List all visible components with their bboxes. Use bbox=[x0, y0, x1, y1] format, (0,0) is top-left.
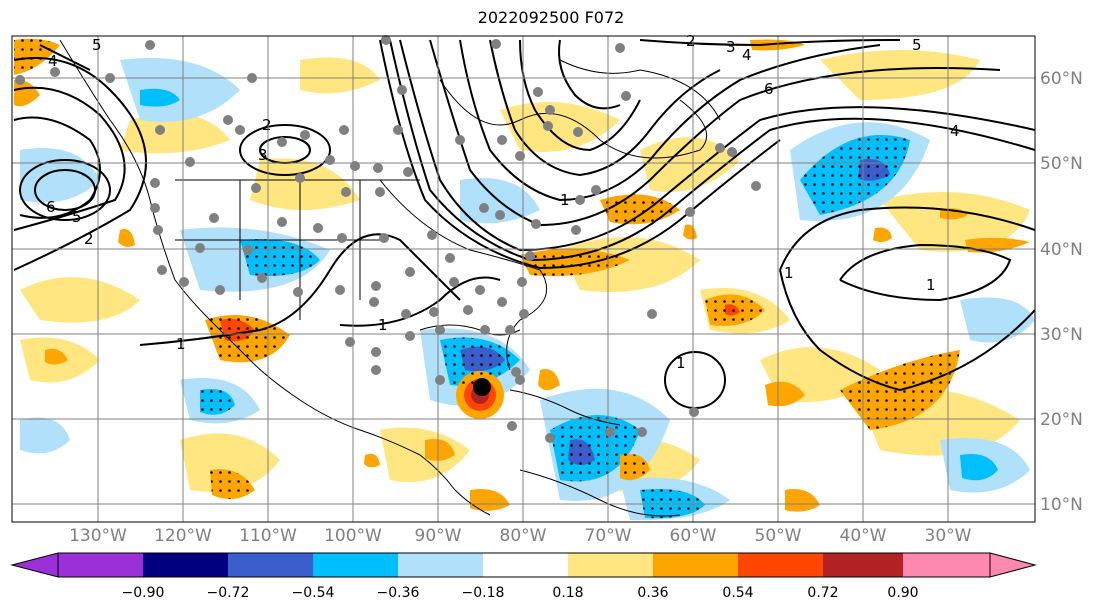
colorbar-tick-label: −0.90 bbox=[122, 585, 165, 601]
lat-label: 20°N bbox=[1040, 410, 1083, 430]
lon-label: 30°W bbox=[925, 526, 972, 546]
contour-label: 5 bbox=[912, 36, 922, 54]
lon-label: 110°W bbox=[239, 526, 297, 546]
lon-label: 50°W bbox=[755, 526, 802, 546]
colorbar-tick-label: 0.18 bbox=[552, 585, 583, 601]
colorbar-tick-label: 0.54 bbox=[722, 585, 753, 601]
colorbar-tick-label: −0.72 bbox=[207, 585, 250, 601]
map-border bbox=[11, 35, 1036, 523]
contour-label: 1 bbox=[784, 264, 794, 282]
contour-label: 6 bbox=[764, 80, 774, 98]
colorbar-tick-label: −0.36 bbox=[377, 585, 420, 601]
map-title: 2022092500 F072 bbox=[477, 8, 625, 27]
anomaly-shading bbox=[14, 38, 1035, 521]
contour-label: 5 bbox=[72, 208, 82, 226]
colorbar-tick-label: 0.36 bbox=[637, 585, 668, 601]
contour-label: 1 bbox=[926, 276, 936, 294]
lat-label: 30°N bbox=[1040, 325, 1083, 345]
contour-label: 1 bbox=[176, 335, 186, 353]
colorbar-tick-label: 0.72 bbox=[807, 585, 838, 601]
contour-label: 4 bbox=[742, 46, 752, 64]
contour-label: 2 bbox=[84, 230, 94, 248]
lat-label: 50°N bbox=[1040, 154, 1083, 174]
contour-label: 4 bbox=[950, 122, 960, 140]
lon-label: 120°W bbox=[154, 526, 212, 546]
height-contours bbox=[13, 39, 1035, 409]
gridlines bbox=[12, 36, 1035, 522]
contour-label: 5 bbox=[92, 36, 102, 54]
contour-label: 2 bbox=[686, 32, 696, 50]
contour-label: 2 bbox=[262, 116, 272, 134]
contour-labels: 4 5 6 5 2 2 3 4 5 6 4 1 1 1 1 1 1 2 3 bbox=[46, 32, 960, 372]
colorbar-tick-label: −0.18 bbox=[462, 585, 505, 601]
contour-label: 4 bbox=[48, 52, 58, 70]
longitude-labels: 130°W 120°W 110°W 100°W 90°W 80°W 70°W 6… bbox=[69, 526, 972, 546]
lon-label: 70°W bbox=[585, 526, 632, 546]
contour-label: 1 bbox=[676, 354, 686, 372]
lon-label: 90°W bbox=[415, 526, 462, 546]
lat-label: 10°N bbox=[1040, 495, 1083, 515]
contour-label: 1 bbox=[560, 191, 570, 209]
lon-label: 80°W bbox=[500, 526, 547, 546]
contour-label: 3 bbox=[726, 38, 736, 56]
colorbar-tick-label: 0.90 bbox=[887, 585, 918, 601]
colorbar-min-extend bbox=[10, 552, 59, 578]
contour-label: 1 bbox=[378, 316, 388, 334]
colorbar-tick-label: −0.54 bbox=[292, 585, 335, 601]
lon-label: 60°W bbox=[670, 526, 717, 546]
lat-label: 40°N bbox=[1040, 240, 1083, 260]
lon-label: 130°W bbox=[69, 526, 127, 546]
contour-label: 3 bbox=[258, 146, 268, 164]
latitude-labels: 60°N 50°N 40°N 30°N 20°N 10°N bbox=[1040, 69, 1083, 515]
storm-center-marker bbox=[473, 378, 491, 396]
station-markers bbox=[15, 35, 761, 443]
lon-label: 100°W bbox=[324, 526, 382, 546]
lat-label: 60°N bbox=[1040, 69, 1083, 89]
contour-label: 6 bbox=[46, 198, 56, 216]
lon-label: 40°W bbox=[840, 526, 887, 546]
colorbar: −0.90 −0.72 −0.54 −0.36 −0.18 0.18 0.36 … bbox=[10, 552, 1037, 601]
colorbar-max-extend bbox=[989, 552, 1037, 578]
